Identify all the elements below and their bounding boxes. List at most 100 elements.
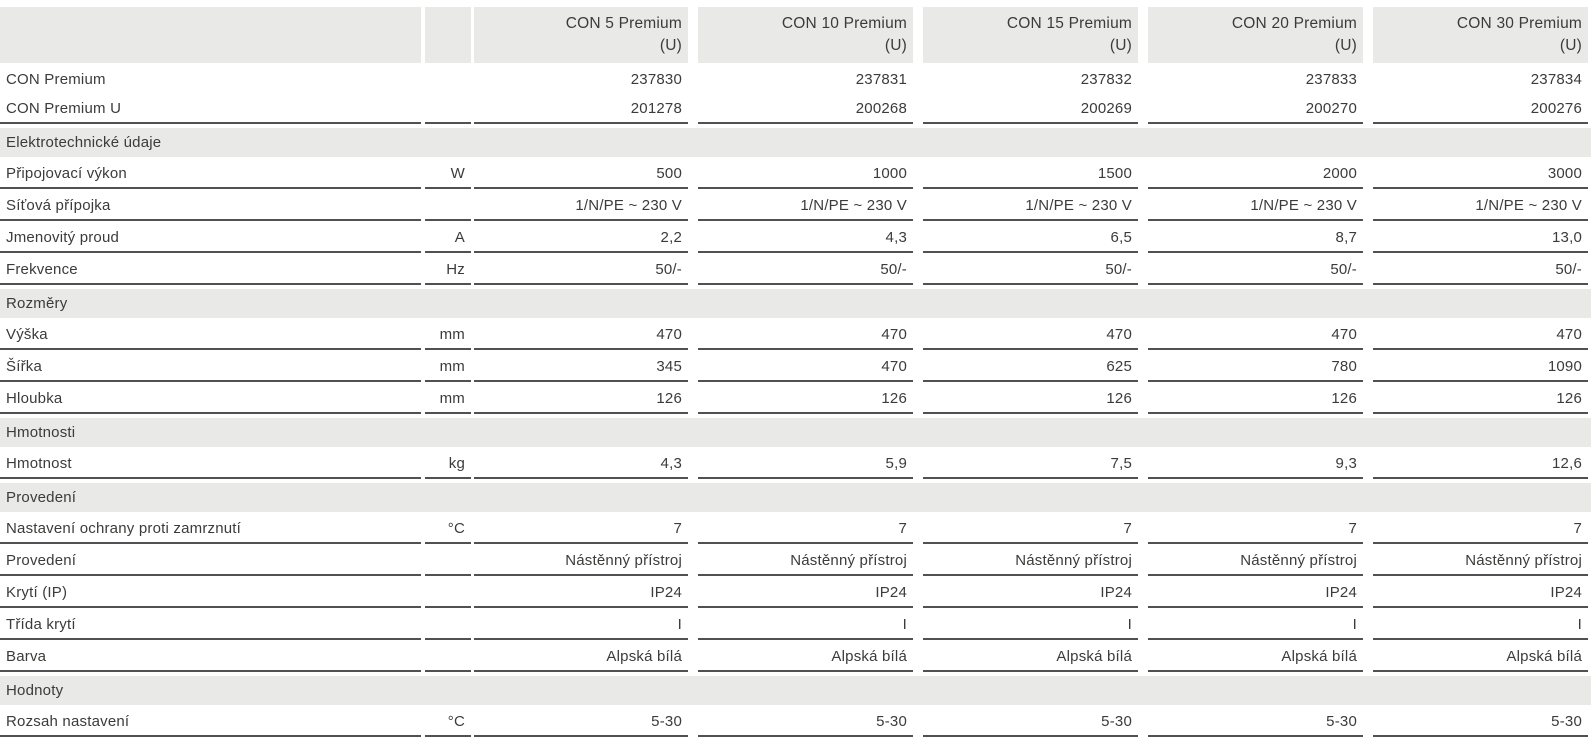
value-cell: I — [1373, 608, 1588, 640]
value-cell: 470 — [698, 318, 913, 350]
value-cell: 470 — [698, 350, 913, 382]
value-cell: 1500 — [923, 157, 1138, 189]
column-header-suffix: (U) — [884, 37, 907, 54]
value-cell: 7 — [1148, 512, 1363, 544]
table-row: Jmenovitý proud A 2,2 4,3 6,5 8,7 13,0 — [0, 221, 1591, 253]
section-header-row: Hmotnosti — [0, 418, 1591, 447]
unit-cell — [425, 544, 471, 576]
table-row: Hmotnost kg 4,3 5,9 7,5 9,3 12,6 — [0, 447, 1591, 479]
value-cell: 237834 — [1530, 71, 1582, 88]
row-label: Krytí (IP) — [0, 576, 421, 608]
value-cell: I — [474, 608, 688, 640]
row-label: Provedení — [0, 544, 421, 576]
value-cell: 126 — [474, 382, 688, 414]
value-cell: 470 — [1148, 318, 1363, 350]
header-unit-spacer — [425, 7, 471, 63]
unit-cell: kg — [425, 447, 471, 479]
unit-cell — [425, 93, 471, 124]
row-label: CON Premium U — [0, 93, 421, 124]
value-cell: 50/- — [1373, 253, 1588, 285]
section-header-row: Provedení — [0, 483, 1591, 512]
value-cell: 12,6 — [1373, 447, 1588, 479]
unit-cell — [425, 608, 471, 640]
unit-cell: mm — [425, 350, 471, 382]
row-label: Hloubka — [0, 382, 421, 414]
value-cell: 5-30 — [698, 705, 913, 737]
value-cell: Nástěnný přístroj — [923, 544, 1138, 576]
value-cell: IP24 — [474, 576, 688, 608]
value-cell: Nástěnný přístroj — [1373, 544, 1588, 576]
value-cell: Alpská bílá — [698, 640, 913, 672]
unit-cell: mm — [425, 382, 471, 414]
value-cell: 2,2 — [474, 221, 688, 253]
table-row: Barva Alpská bílá Alpská bílá Alpská bíl… — [0, 640, 1591, 672]
table-row: Krytí (IP) IP24 IP24 IP24 IP24 IP24 — [0, 576, 1591, 608]
table-row: Síťová přípojka 1/N/PE ~ 230 V 1/N/PE ~ … — [0, 189, 1591, 221]
value-cell: 470 — [923, 318, 1138, 350]
row-label: Třída krytí — [0, 608, 421, 640]
column-header: CON 10 Premium (U) — [698, 7, 913, 63]
table-row: Šířka mm 345 470 625 780 1090 — [0, 350, 1591, 382]
table-row: Třída krytí I I I I I — [0, 608, 1591, 640]
table-row: Provedení Nástěnný přístroj Nástěnný pří… — [0, 544, 1591, 576]
value-cell: 5-30 — [923, 705, 1138, 737]
unit-cell — [425, 576, 471, 608]
value-cell: 6,5 — [923, 221, 1138, 253]
value-cell: Nástěnný přístroj — [698, 544, 913, 576]
row-label: Hmotnost — [0, 447, 421, 479]
value-cell: 237833 — [1305, 71, 1357, 88]
unit-cell: W — [425, 157, 471, 189]
column-header: CON 30 Premium (U) — [1373, 7, 1588, 63]
value-cell: 7,5 — [923, 447, 1138, 479]
section-title: Hodnoty — [6, 682, 64, 699]
value-cell: 780 — [1148, 350, 1363, 382]
value-cell: Nástěnný přístroj — [474, 544, 688, 576]
value-cell: 126 — [923, 382, 1138, 414]
section-title: Hmotnosti — [6, 424, 76, 441]
table-row: CON Premium 237830 237831 237832 237833 … — [0, 63, 1591, 93]
value-cell: IP24 — [698, 576, 913, 608]
value-cell: 7 — [923, 512, 1138, 544]
table-row: Hloubka mm 126 126 126 126 126 — [0, 382, 1591, 414]
value-cell: 4,3 — [474, 447, 688, 479]
value-cell: 1/N/PE ~ 230 V — [1148, 189, 1363, 221]
row-label: Připojovací výkon — [0, 157, 421, 189]
section-title: Provedení — [6, 489, 77, 506]
value-cell: 126 — [1148, 382, 1363, 414]
value-cell: 237831 — [855, 71, 907, 88]
column-header-suffix: (U) — [1334, 37, 1357, 54]
row-label: Rozsah nastavení — [0, 705, 421, 737]
value-cell: 5-30 — [1373, 705, 1588, 737]
value-cell: 126 — [698, 382, 913, 414]
column-header-model: CON 15 Premium — [1006, 15, 1132, 32]
section-header-row: Elektrotechnické údaje — [0, 128, 1591, 157]
column-header-model: CON 20 Premium — [1231, 15, 1357, 32]
value-cell: 345 — [474, 350, 688, 382]
value-cell: 1/N/PE ~ 230 V — [698, 189, 913, 221]
value-cell: 2000 — [1148, 157, 1363, 189]
column-header-model: CON 10 Premium — [781, 15, 907, 32]
value-cell: Alpská bílá — [1373, 640, 1588, 672]
row-label: CON Premium — [6, 71, 106, 88]
value-cell: 1/N/PE ~ 230 V — [1373, 189, 1588, 221]
value-cell: 7 — [474, 512, 688, 544]
value-cell: 1090 — [1373, 350, 1588, 382]
value-cell: IP24 — [1148, 576, 1363, 608]
column-header-suffix: (U) — [659, 37, 682, 54]
row-label: Šířka — [0, 350, 421, 382]
value-cell: 9,3 — [1148, 447, 1363, 479]
value-cell: 50/- — [1148, 253, 1363, 285]
unit-cell — [425, 640, 471, 672]
value-cell: 1/N/PE ~ 230 V — [923, 189, 1138, 221]
value-cell: 50/- — [474, 253, 688, 285]
value-cell: 7 — [698, 512, 913, 544]
table-row: Výška mm 470 470 470 470 470 — [0, 318, 1591, 350]
unit-cell: Hz — [425, 253, 471, 285]
value-cell: 237830 — [630, 71, 682, 88]
unit-cell: °C — [425, 512, 471, 544]
value-cell: Alpská bílá — [1148, 640, 1363, 672]
value-cell: 470 — [1373, 318, 1588, 350]
value-cell: 200269 — [923, 93, 1138, 124]
value-cell: Nástěnný přístroj — [1148, 544, 1363, 576]
row-label: Jmenovitý proud — [0, 221, 421, 253]
